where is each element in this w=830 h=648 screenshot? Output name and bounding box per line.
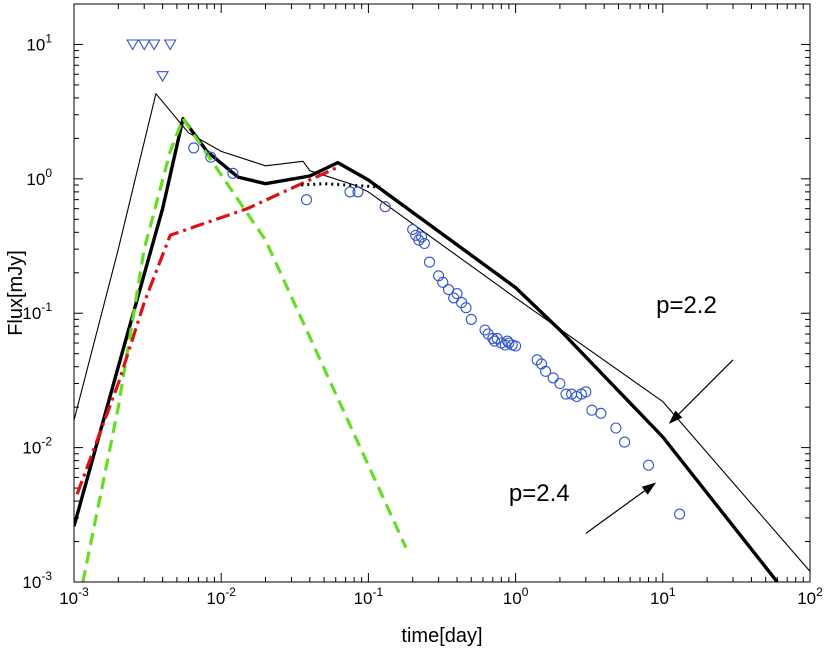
observation-point: [418, 237, 430, 250]
annotation-label: p=2.2: [656, 292, 717, 319]
observation-point: [416, 231, 428, 243]
upper-limit-marker: [156, 71, 170, 83]
x-tick-label: 102: [797, 585, 823, 608]
observation-point: [619, 436, 631, 448]
upper-limit-marker: [147, 39, 161, 51]
x-tick-label: 10-2: [206, 585, 236, 608]
observation-point: [487, 332, 499, 344]
annotation-label: p=2.4: [509, 480, 570, 507]
y-tick-label: 100: [26, 166, 52, 189]
observation-point: [610, 422, 622, 434]
observation-point: [413, 234, 425, 246]
observation-point: [423, 256, 436, 268]
observation-point: [560, 388, 572, 400]
observation-point: [479, 324, 491, 336]
observation-point: [465, 313, 477, 325]
upper-limit-marker: [163, 39, 177, 51]
annotations: p=2.2 p=2.4: [509, 292, 734, 534]
y-tick-label: 101: [26, 31, 52, 54]
model-curves: [74, 93, 810, 582]
y-tick-label: 10-2: [22, 435, 52, 458]
series-thick-model-p2.4: [74, 117, 779, 582]
observation-point: [554, 377, 566, 390]
y-axis-label: Flux[mJy]: [5, 250, 27, 336]
observation-point: [535, 358, 548, 370]
observation-point: [510, 340, 522, 352]
observation-point: [489, 335, 501, 347]
x-tick-label: 10-1: [354, 585, 384, 608]
observation-point: [595, 407, 607, 419]
annotation-arrow-head: [668, 410, 683, 424]
x-axis-label: time[day]: [401, 625, 482, 647]
observations: [126, 39, 686, 520]
annotation-arrow-shaft: [585, 490, 646, 534]
annotation-arrow-head: [641, 482, 657, 495]
observation-point: [205, 151, 217, 163]
upper-limit-marker: [137, 39, 151, 51]
observation-point: [437, 276, 449, 288]
observation-point: [540, 365, 552, 377]
observation-point: [352, 186, 364, 198]
y-tick-label: 10-3: [22, 569, 52, 592]
observation-point: [580, 386, 592, 398]
observation-point: [642, 459, 655, 471]
observation-point: [674, 508, 686, 520]
annotation-arrow-shaft: [678, 359, 734, 415]
observation-point: [188, 142, 200, 154]
observation-point: [433, 270, 445, 282]
series-thin-model-p2.2: [74, 93, 810, 572]
x-tick-label: 101: [650, 585, 676, 608]
x-tick-label: 100: [503, 585, 529, 608]
x-tick-label: 10-3: [59, 585, 89, 608]
observation-point: [460, 302, 472, 314]
observation-point: [407, 223, 419, 236]
observation-point: [451, 288, 463, 300]
upper-limit-marker: [126, 39, 140, 51]
plot-frame: [73, 3, 811, 583]
observation-point: [531, 354, 543, 366]
observation-point: [344, 186, 356, 198]
observation-point: [300, 194, 313, 206]
observation-point: [547, 372, 559, 384]
series-black-dotted: [301, 182, 381, 189]
observation-point: [227, 167, 239, 179]
series-green-dashed: [81, 117, 408, 582]
observation-point: [379, 201, 391, 213]
series-red-dashdot: [75, 166, 337, 495]
